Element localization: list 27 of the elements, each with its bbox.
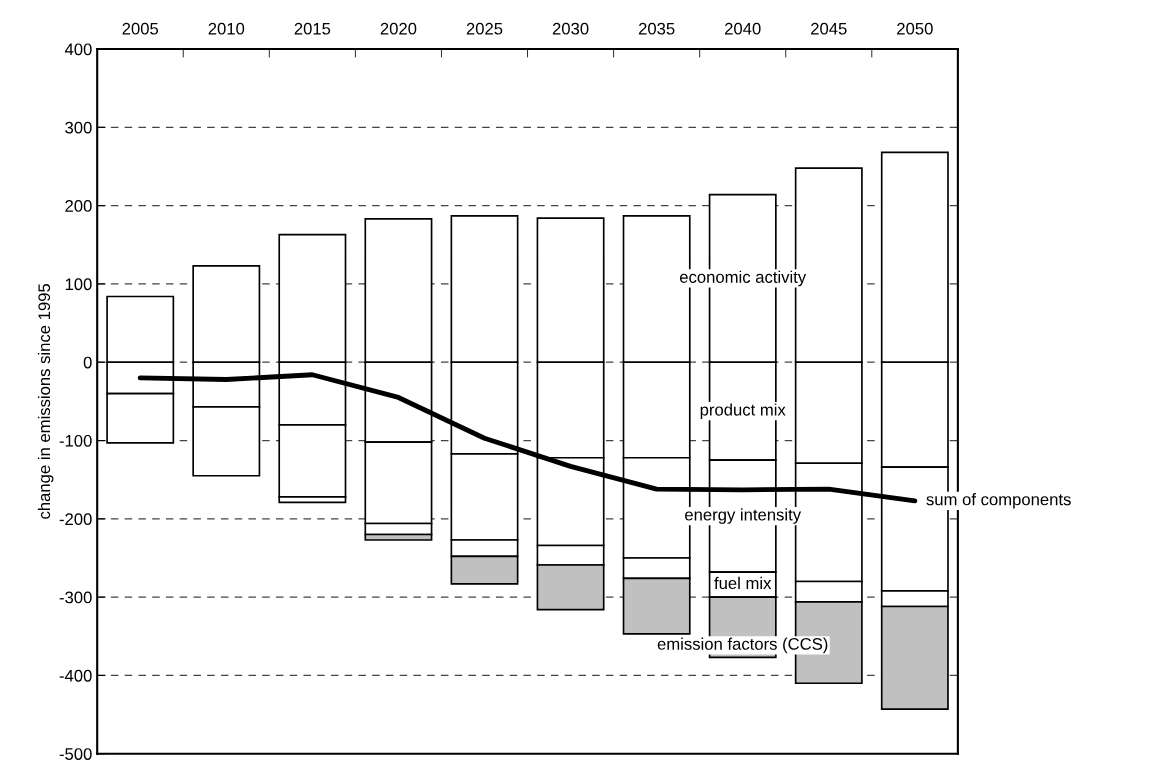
y-tick-label: 0	[83, 356, 92, 369]
y-tick-label: 300	[65, 121, 92, 134]
series-label: emission factors (CCS)	[657, 637, 828, 654]
y-tick-label: -100	[59, 434, 92, 447]
x-tick-label: 2020	[380, 22, 417, 35]
series-label: product mix	[700, 403, 786, 419]
x-tick-label: 2010	[208, 22, 245, 35]
x-tick-label: 2005	[122, 22, 159, 35]
x-tick-label: 2035	[638, 22, 675, 35]
series-label: energy intensity	[685, 508, 802, 524]
x-tick-label: 2015	[294, 22, 331, 35]
y-tick-label: -200	[59, 513, 92, 526]
y-tick-label: 400	[64, 43, 92, 56]
series-label: fuel mix	[714, 576, 772, 590]
x-tick-label: 2050	[897, 22, 933, 35]
x-tick-label: 2045	[811, 22, 847, 35]
series-label: sum of components	[926, 493, 1071, 509]
x-tick-label: 2025	[466, 22, 503, 35]
x-tick-label: 2040	[725, 22, 761, 35]
y-tick-label: -300	[59, 591, 92, 604]
y-axis-title: change in emissions since 1995	[37, 283, 54, 519]
y-tick-label: 200	[65, 200, 92, 212]
y-tick-label: 100	[65, 278, 92, 291]
series-label: economic activity	[679, 270, 807, 287]
y-tick-label: -500	[59, 748, 92, 760]
x-tick-label: 2030	[552, 22, 589, 35]
y-tick-label: -400	[59, 669, 92, 682]
